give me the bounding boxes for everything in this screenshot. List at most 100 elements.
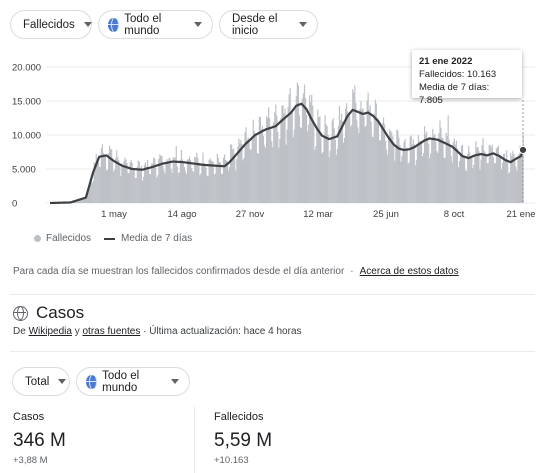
daily-bar	[113, 171, 115, 203]
stat-cases[interactable]: Casos 346 M +3,88 M	[13, 411, 66, 466]
daily-bar	[440, 127, 442, 203]
daily-bar	[224, 160, 227, 203]
daily-bar	[296, 82, 298, 203]
daily-bar	[89, 179, 91, 203]
daily-bar	[152, 163, 154, 203]
wikipedia-link[interactable]: Wikipedia	[28, 326, 72, 337]
metric-dropdown[interactable]: Fallecidos	[10, 10, 92, 39]
daily-bar	[305, 114, 308, 203]
daily-bar	[191, 167, 193, 203]
daily-bar	[367, 92, 369, 203]
daily-bar	[502, 153, 505, 203]
daily-bar	[377, 119, 379, 203]
daily-bar	[181, 159, 184, 203]
daily-bar	[87, 188, 89, 203]
daily-bar	[389, 129, 391, 203]
daily-bar	[214, 173, 216, 203]
daily-bar	[209, 158, 211, 203]
legend-average: Media de 7 días	[104, 233, 192, 244]
daily-bar	[111, 149, 113, 203]
daily-bar	[206, 175, 208, 203]
daily-bar	[421, 156, 424, 203]
daily-bar	[160, 155, 162, 203]
daily-bar	[86, 192, 88, 203]
daily-bar	[312, 105, 314, 203]
daily-bar	[293, 129, 295, 203]
daily-bar	[481, 145, 483, 203]
daily-bar	[465, 170, 467, 203]
daily-bar	[337, 125, 339, 203]
daily-bar	[413, 144, 415, 203]
daily-bar	[438, 133, 440, 203]
daily-bar	[458, 160, 461, 203]
tooltip-average: Media de 7 días: 7.805	[419, 82, 490, 106]
daily-bar	[117, 157, 119, 203]
period-dropdown-label: Desde el inicio	[232, 12, 278, 37]
daily-bar	[521, 150, 523, 203]
daily-bar	[482, 138, 484, 203]
daily-bar	[166, 159, 168, 203]
daily-bar	[180, 149, 182, 203]
daily-bar	[378, 139, 381, 203]
daily-bar	[278, 147, 280, 203]
daily-bar	[114, 169, 116, 203]
daily-bar	[137, 160, 139, 203]
daily-bar	[330, 137, 332, 203]
region-dropdown[interactable]: Todo el mundo	[98, 10, 213, 39]
daily-bar	[459, 154, 462, 203]
daily-bar	[375, 103, 377, 203]
daily-bar	[97, 161, 99, 203]
daily-bar	[136, 166, 138, 203]
daily-bar	[186, 159, 189, 203]
scope-dropdown[interactable]: Total	[12, 367, 70, 396]
cases-region-dropdown[interactable]: Todo el mundo	[76, 367, 190, 396]
daily-bar	[347, 111, 349, 203]
daily-deaths-bars	[50, 82, 524, 203]
daily-bar	[512, 151, 514, 203]
daily-bar	[130, 160, 132, 203]
daily-bar	[167, 161, 169, 203]
daily-bar	[271, 141, 273, 203]
daily-bar	[477, 146, 479, 203]
daily-bar	[346, 103, 348, 203]
daily-bar	[213, 174, 215, 203]
daily-bar	[364, 127, 366, 203]
daily-bar	[411, 144, 413, 203]
daily-bar	[277, 131, 279, 203]
daily-bar	[118, 160, 120, 203]
daily-bar	[495, 148, 497, 203]
daily-bar	[472, 168, 474, 203]
daily-bar	[85, 198, 87, 203]
daily-bar	[126, 163, 128, 203]
period-dropdown[interactable]: Desde el inicio	[219, 10, 318, 39]
daily-bar	[368, 109, 370, 203]
daily-bar	[406, 147, 408, 203]
about-data-link[interactable]: Acerca de estos datos	[359, 266, 459, 277]
daily-bar	[317, 109, 319, 203]
daily-bar	[215, 165, 217, 203]
daily-bar	[107, 153, 110, 203]
daily-bar	[276, 115, 278, 203]
daily-bar	[210, 160, 212, 203]
stat-deaths[interactable]: Fallecidos 5,59 M +10.163	[214, 411, 272, 466]
daily-bar	[517, 157, 519, 203]
deaths-chart[interactable]: 20.000 15.000 10.000 5.000 0 1 may 14 ago 27 n…	[0, 44, 545, 224]
x-tick-label: 1 may	[101, 209, 127, 220]
daily-bar	[355, 102, 357, 203]
daily-bar	[105, 170, 108, 203]
daily-bar	[429, 158, 431, 203]
daily-bar	[102, 152, 105, 203]
daily-bar	[168, 157, 170, 203]
daily-bar	[352, 89, 354, 203]
daily-bar	[363, 116, 365, 203]
daily-bar	[263, 145, 266, 203]
other-sources-link[interactable]: otras fuentes	[82, 326, 141, 337]
daily-bar	[519, 145, 521, 203]
daily-bar	[341, 121, 344, 203]
daily-bar	[393, 142, 395, 203]
daily-bar	[457, 167, 460, 203]
daily-bar	[418, 141, 421, 203]
daily-bar	[408, 162, 410, 203]
cases-section-title: Casos	[13, 303, 84, 323]
hover-point	[518, 145, 528, 155]
